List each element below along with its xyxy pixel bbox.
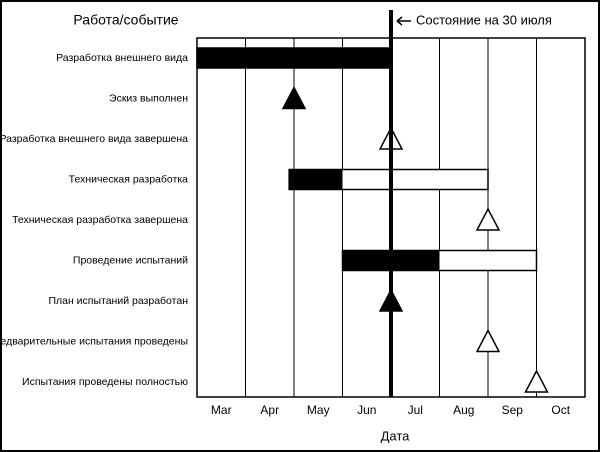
x-tick-label: May	[307, 403, 330, 417]
x-tick-label: Sep	[502, 403, 524, 417]
x-tick-label: Mar	[211, 403, 232, 417]
milestone	[281, 85, 307, 110]
task-progress	[289, 169, 343, 190]
row-label: Эскиз выполнен	[109, 92, 188, 104]
row-label: Разработка внешнего вида завершена	[0, 133, 188, 145]
row-label: Разработка внешнего вида	[56, 52, 188, 64]
milestone	[475, 207, 501, 231]
row-label: План испытаний разработан	[48, 295, 188, 307]
task-progress	[197, 48, 391, 68]
row-label: Техническая разработка	[69, 173, 188, 185]
status-arrow	[396, 16, 411, 26]
x-axis-title: Дата	[381, 428, 411, 443]
row-label: Испытания проведены полностью	[22, 376, 188, 388]
x-tick-label: Apr	[260, 403, 279, 417]
milestone	[475, 328, 501, 353]
row-label: Предварительные испытания проведены	[0, 335, 188, 347]
milestone	[524, 369, 549, 393]
status-label: Состояние на 30 июля	[416, 12, 552, 27]
x-tick-label: Jul	[408, 403, 423, 417]
row-label: Проведение испытаний	[73, 254, 188, 266]
x-tick-label: Oct	[551, 403, 570, 417]
row-label: Техническая разработка завершена	[12, 214, 188, 226]
row-header: Работа/событие	[73, 12, 178, 28]
x-tick-label: Aug	[453, 403, 474, 417]
x-tick-label: Jun	[357, 403, 376, 417]
